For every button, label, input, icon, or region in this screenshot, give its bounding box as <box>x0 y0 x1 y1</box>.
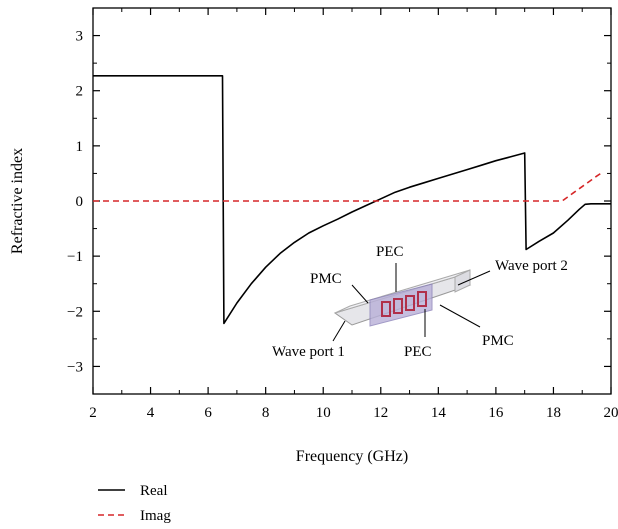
annotation-wave-port-2: Wave port 2 <box>495 258 568 274</box>
legend-label-real: Real <box>140 483 168 499</box>
legend-label-imag: Imag <box>140 508 171 524</box>
x-tick-label: 16 <box>488 405 504 421</box>
x-tick-label: 2 <box>89 405 97 421</box>
annotation-pmc-left: PMC <box>310 271 342 287</box>
y-tick-label: 0 <box>76 194 84 210</box>
x-tick-label: 10 <box>316 405 331 421</box>
annotation-pmc-right: PMC <box>482 333 514 349</box>
axis-ticks <box>92 7 612 395</box>
x-tick-label: 8 <box>262 405 270 421</box>
annotation-wave-port-1: Wave port 1 <box>272 344 345 360</box>
series-line-real <box>93 75 611 325</box>
series-layer <box>93 75 611 325</box>
annotation-pec-top: PEC <box>376 244 404 260</box>
y-tick-label: 3 <box>76 29 84 45</box>
x-tick-label: 12 <box>373 405 388 421</box>
x-tick-label: 4 <box>147 405 155 421</box>
annotation-leader <box>439 304 481 328</box>
y-tick-label: 1 <box>76 139 84 155</box>
annotation-leader <box>351 284 369 304</box>
pec-ring <box>393 298 403 314</box>
x-tick-label: 6 <box>204 405 212 421</box>
y-tick-label: −3 <box>67 359 83 375</box>
x-tick-label: 20 <box>604 405 618 421</box>
y-tick-label: 2 <box>76 84 84 100</box>
annotation-pec-bottom: PEC <box>404 344 432 360</box>
series-line-imag <box>93 171 603 202</box>
y-tick-label: −2 <box>67 304 83 320</box>
y-axis-title: Refractive index <box>9 148 26 254</box>
waveguide-inset-illustration: PEC PMC Wave port 2 PMC Wave port 1 PEC <box>272 244 568 360</box>
x-tick-label: 18 <box>546 405 561 421</box>
waveguide-end-face <box>454 269 471 293</box>
pec-ring <box>405 295 415 311</box>
pec-ring <box>381 301 391 317</box>
x-axis-title: Frequency (GHz) <box>296 448 408 465</box>
x-tick-label: 14 <box>431 405 447 421</box>
annotation-leader <box>332 320 346 342</box>
pec-ring <box>417 291 427 307</box>
legend: Real Imag <box>98 483 171 524</box>
annotation-leader <box>457 270 491 286</box>
y-tick-label: −1 <box>67 249 83 265</box>
